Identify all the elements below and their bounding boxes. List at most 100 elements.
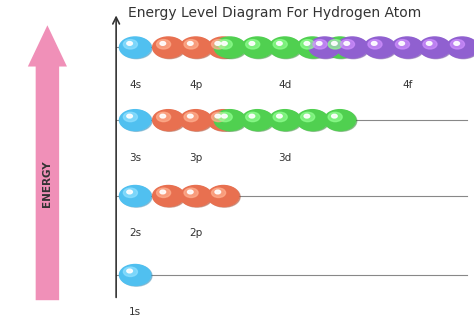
Circle shape [218, 112, 232, 122]
Circle shape [338, 38, 369, 59]
Circle shape [420, 38, 452, 59]
Circle shape [180, 185, 211, 206]
Circle shape [222, 42, 227, 45]
Circle shape [297, 37, 328, 58]
Circle shape [427, 42, 432, 45]
Circle shape [246, 40, 260, 49]
Circle shape [450, 40, 465, 49]
Circle shape [121, 38, 152, 59]
Circle shape [180, 37, 211, 58]
Circle shape [395, 40, 410, 49]
Circle shape [154, 38, 185, 59]
Text: 3p: 3p [189, 153, 202, 163]
Circle shape [273, 40, 287, 49]
Circle shape [423, 40, 437, 49]
Circle shape [184, 188, 198, 198]
Text: 2p: 2p [189, 228, 202, 239]
Circle shape [301, 40, 315, 49]
Circle shape [310, 38, 342, 59]
Circle shape [277, 42, 282, 45]
Circle shape [182, 111, 213, 131]
Circle shape [419, 37, 450, 58]
Circle shape [215, 190, 220, 194]
Circle shape [298, 111, 329, 131]
Circle shape [313, 40, 327, 49]
Text: ENERGY: ENERGY [42, 160, 53, 207]
Circle shape [127, 114, 132, 118]
Circle shape [218, 40, 232, 49]
Circle shape [273, 112, 287, 122]
Circle shape [209, 186, 240, 207]
Circle shape [153, 185, 184, 206]
Circle shape [215, 42, 220, 45]
Circle shape [243, 111, 274, 131]
Circle shape [119, 37, 151, 58]
Text: 2s: 2s [129, 228, 141, 239]
Circle shape [123, 188, 137, 198]
Circle shape [208, 37, 239, 58]
Circle shape [271, 111, 302, 131]
Circle shape [153, 110, 184, 131]
Circle shape [304, 42, 310, 45]
Circle shape [127, 42, 132, 45]
Circle shape [246, 112, 260, 122]
Circle shape [154, 186, 185, 207]
Circle shape [182, 38, 213, 59]
Circle shape [153, 37, 184, 58]
Circle shape [188, 42, 193, 45]
Text: 4s: 4s [129, 80, 141, 90]
Circle shape [317, 42, 322, 45]
Circle shape [447, 37, 474, 58]
Circle shape [119, 110, 151, 131]
Circle shape [123, 112, 137, 122]
Circle shape [184, 112, 198, 122]
Circle shape [209, 111, 240, 131]
Circle shape [344, 42, 349, 45]
Circle shape [277, 114, 282, 118]
Circle shape [448, 38, 474, 59]
Circle shape [298, 38, 329, 59]
Circle shape [454, 42, 459, 45]
Circle shape [249, 42, 255, 45]
Circle shape [127, 190, 132, 194]
Circle shape [372, 42, 377, 45]
Circle shape [121, 265, 152, 286]
Text: 4d: 4d [278, 80, 292, 90]
Circle shape [324, 110, 356, 131]
Circle shape [208, 110, 239, 131]
Circle shape [216, 38, 247, 59]
Circle shape [188, 190, 193, 194]
Circle shape [309, 37, 340, 58]
Circle shape [211, 40, 226, 49]
Circle shape [242, 110, 273, 131]
Circle shape [121, 186, 152, 207]
Text: 4f: 4f [402, 80, 412, 90]
Circle shape [222, 114, 227, 118]
Circle shape [119, 264, 151, 285]
Circle shape [214, 37, 246, 58]
Circle shape [119, 185, 151, 206]
Circle shape [332, 114, 337, 118]
Circle shape [269, 110, 301, 131]
Circle shape [156, 112, 171, 122]
Circle shape [269, 37, 301, 58]
Circle shape [301, 112, 315, 122]
Circle shape [399, 42, 404, 45]
Circle shape [209, 38, 240, 59]
Text: 3s: 3s [129, 153, 141, 163]
Circle shape [214, 110, 246, 131]
Circle shape [160, 114, 165, 118]
Circle shape [156, 40, 171, 49]
Text: 1s: 1s [129, 307, 141, 316]
Circle shape [123, 267, 137, 276]
Circle shape [328, 112, 342, 122]
Circle shape [180, 110, 211, 131]
Circle shape [182, 186, 213, 207]
Circle shape [216, 111, 247, 131]
Circle shape [121, 111, 152, 131]
Text: Energy Level Diagram For Hydrogen Atom: Energy Level Diagram For Hydrogen Atom [128, 6, 421, 20]
Circle shape [271, 38, 302, 59]
Circle shape [364, 37, 395, 58]
Text: 4p: 4p [189, 80, 202, 90]
Circle shape [393, 38, 424, 59]
